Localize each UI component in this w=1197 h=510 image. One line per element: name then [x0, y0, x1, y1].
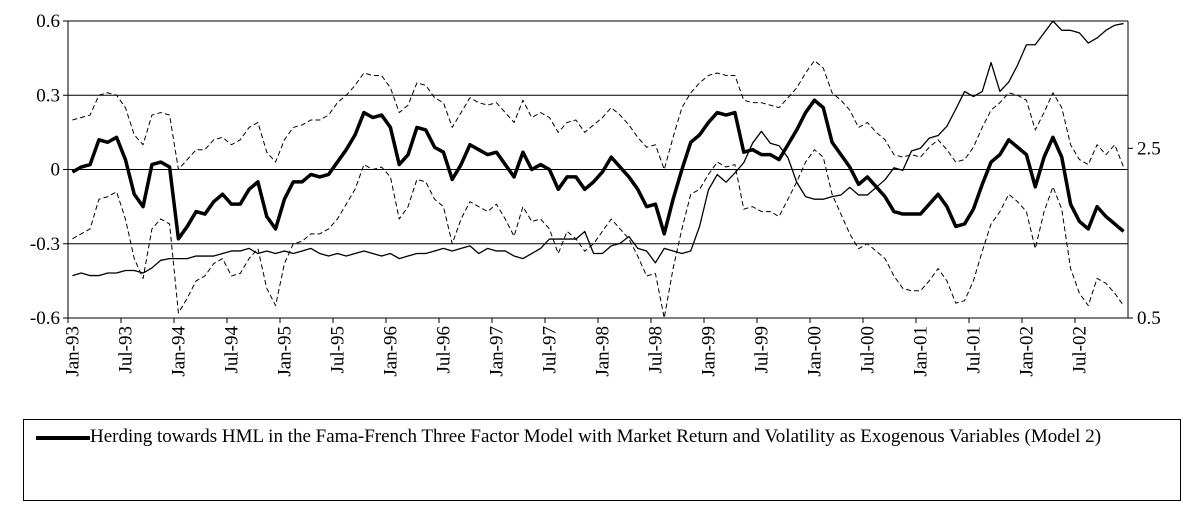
x-tick-label: Jan-99: [698, 326, 719, 377]
x-tick-label: Jan-95: [274, 326, 295, 377]
y2-tick-label: 0.5: [1137, 308, 1161, 329]
y-tick-label: -0.3: [30, 234, 60, 255]
x-tick-label: Jul-99: [751, 326, 772, 374]
x-tick-label: Jul-96: [433, 326, 454, 374]
x-tick-label: Jan-98: [592, 326, 613, 377]
legend: Herding towards HML in the Fama-French T…: [23, 419, 1181, 501]
y-tick-label: 0.3: [36, 85, 60, 106]
y2-tick-label: 2.5: [1137, 138, 1161, 159]
x-tick-label: Jan-93: [62, 326, 83, 377]
x-tick-label: Jul-97: [539, 326, 560, 374]
series-line: [72, 20, 1124, 277]
x-tick-label: Jan-97: [486, 326, 507, 377]
x-tick-label: Jan-00: [804, 326, 825, 377]
x-tick-label: Jul-98: [645, 326, 666, 374]
y-tick-label: 0.6: [36, 11, 60, 32]
series-line: [71, 98, 1125, 241]
y-tick-label: 0: [51, 160, 61, 181]
series-line: [72, 60, 1125, 170]
x-tick-label: Jan-02: [1016, 326, 1037, 377]
x-tick-label: Jul-95: [327, 326, 348, 374]
x-tick-label: Jul-94: [221, 326, 242, 374]
x-tick-label: Jan-94: [168, 326, 189, 377]
x-tick-label: Jan-96: [380, 326, 401, 377]
y-tick-label: -0.6: [30, 308, 60, 329]
x-tick-label: Jul-93: [115, 326, 136, 374]
x-tick-label: Jan-01: [910, 326, 931, 377]
legend-label: Herding towards HML in the Fama-French T…: [90, 426, 1102, 447]
chart: -0.6 -0.3 0 0.3 0.6 0.5 2.5 Jan-93 Jul-93 Jan-94 J…: [30, 11, 1161, 377]
x-tick-label: Jul-02: [1069, 326, 1090, 374]
x-tick-label: Jul-01: [963, 326, 984, 374]
legend-swatch: [36, 436, 90, 440]
x-tick-label: Jul-00: [857, 326, 878, 374]
